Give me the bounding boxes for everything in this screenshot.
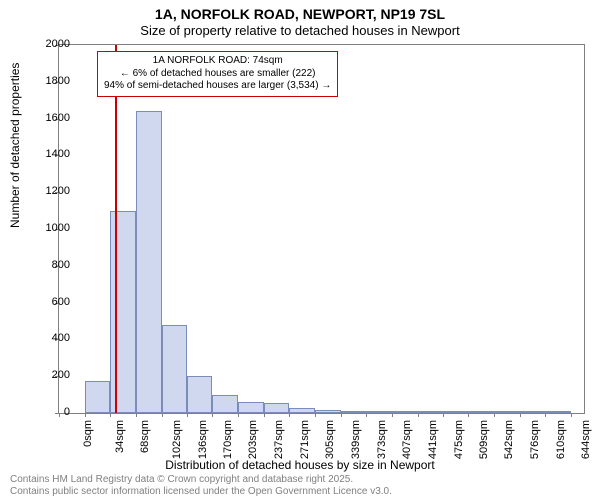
x-tick-mark bbox=[392, 413, 393, 417]
x-tick-mark bbox=[238, 413, 239, 417]
x-tick-label: 373sqm bbox=[376, 420, 388, 459]
histogram-bar bbox=[468, 411, 494, 413]
x-tick-label: 475sqm bbox=[453, 420, 465, 459]
y-tick-label: 200 bbox=[52, 369, 70, 381]
histogram-bar bbox=[136, 111, 162, 413]
histogram-plot-area: 1A NORFOLK ROAD: 74sqm ← 6% of detached … bbox=[58, 44, 585, 414]
x-tick-mark bbox=[85, 413, 86, 417]
x-tick-label: 509sqm bbox=[479, 420, 491, 459]
x-tick-mark bbox=[418, 413, 419, 417]
y-tick-label: 1400 bbox=[46, 148, 70, 160]
x-tick-label: 237sqm bbox=[273, 420, 285, 459]
histogram-bar bbox=[289, 408, 315, 413]
x-tick-label: 407sqm bbox=[402, 420, 414, 459]
chart-footer: Contains HM Land Registry data © Crown c… bbox=[10, 474, 590, 498]
x-axis-label: Distribution of detached houses by size … bbox=[0, 458, 600, 472]
histogram-bar bbox=[212, 395, 238, 413]
x-tick-label: 441sqm bbox=[427, 420, 439, 459]
x-tick-label: 0sqm bbox=[82, 420, 94, 447]
x-tick-label: 644sqm bbox=[581, 420, 593, 459]
x-tick-mark bbox=[494, 413, 495, 417]
x-tick-label: 576sqm bbox=[529, 420, 541, 459]
histogram-bar bbox=[366, 411, 392, 413]
annotation-box: 1A NORFOLK ROAD: 74sqm ← 6% of detached … bbox=[97, 51, 338, 97]
x-tick-label: 305sqm bbox=[325, 420, 337, 459]
histogram-bar bbox=[418, 411, 444, 413]
x-tick-mark bbox=[545, 413, 546, 417]
histogram-bar bbox=[443, 411, 468, 413]
y-tick-label: 1800 bbox=[46, 75, 70, 87]
y-tick-label: 1600 bbox=[46, 112, 70, 124]
y-tick-label: 600 bbox=[52, 296, 70, 308]
x-tick-mark bbox=[289, 413, 290, 417]
x-tick-label: 339sqm bbox=[350, 420, 362, 459]
y-axis-label: Number of detached properties bbox=[8, 63, 22, 228]
footer-copyright-line1: Contains HM Land Registry data © Crown c… bbox=[10, 474, 590, 486]
histogram-bar bbox=[162, 325, 188, 413]
x-tick-mark bbox=[443, 413, 444, 417]
x-tick-mark bbox=[187, 413, 188, 417]
x-tick-label: 102sqm bbox=[171, 420, 183, 459]
x-tick-mark bbox=[520, 413, 521, 417]
annotation-line-larger: 94% of semi-detached houses are larger (… bbox=[104, 80, 331, 93]
histogram-bar bbox=[187, 376, 212, 413]
property-marker-line bbox=[115, 45, 117, 413]
x-tick-label: 271sqm bbox=[299, 420, 311, 459]
y-tick-label: 0 bbox=[64, 406, 70, 418]
x-tick-mark bbox=[341, 413, 342, 417]
chart-subtitle: Size of property relative to detached ho… bbox=[0, 23, 600, 41]
y-tick-label: 400 bbox=[52, 332, 70, 344]
x-tick-mark bbox=[264, 413, 265, 417]
histogram-bar bbox=[264, 403, 290, 413]
x-tick-mark bbox=[315, 413, 316, 417]
histogram-bar bbox=[545, 411, 571, 413]
x-tick-mark bbox=[468, 413, 469, 417]
x-tick-label: 170sqm bbox=[223, 420, 235, 459]
histogram-bar bbox=[341, 411, 367, 413]
footer-copyright-line2: Contains public sector information licen… bbox=[10, 486, 590, 498]
annotation-line-smaller: ← 6% of detached houses are smaller (222… bbox=[104, 68, 331, 81]
histogram-bar bbox=[238, 402, 264, 413]
x-tick-label: 542sqm bbox=[504, 420, 516, 459]
chart-title: 1A, NORFOLK ROAD, NEWPORT, NP19 7SL bbox=[0, 0, 600, 23]
x-tick-label: 34sqm bbox=[114, 420, 126, 453]
histogram-bar bbox=[494, 411, 520, 413]
y-tick-label: 1200 bbox=[46, 185, 70, 197]
x-tick-mark bbox=[212, 413, 213, 417]
annotation-line-title: 1A NORFOLK ROAD: 74sqm bbox=[104, 55, 331, 68]
x-tick-mark bbox=[571, 413, 572, 417]
y-tick-label: 2000 bbox=[46, 38, 70, 50]
x-tick-mark bbox=[162, 413, 163, 417]
histogram-bar bbox=[85, 381, 111, 413]
y-tick-label: 1000 bbox=[46, 222, 70, 234]
histogram-bar bbox=[392, 411, 418, 413]
x-tick-label: 610sqm bbox=[555, 420, 567, 459]
x-tick-label: 68sqm bbox=[139, 420, 151, 453]
x-tick-mark bbox=[110, 413, 111, 417]
x-tick-mark bbox=[59, 413, 60, 417]
x-tick-mark bbox=[136, 413, 137, 417]
histogram-bar bbox=[520, 411, 546, 413]
chart-container: 1A, NORFOLK ROAD, NEWPORT, NP19 7SL Size… bbox=[0, 0, 600, 500]
histogram-bar bbox=[315, 410, 341, 413]
y-tick-label: 800 bbox=[52, 259, 70, 271]
x-tick-mark bbox=[366, 413, 367, 417]
x-tick-label: 203sqm bbox=[247, 420, 259, 459]
x-tick-label: 136sqm bbox=[197, 420, 209, 459]
